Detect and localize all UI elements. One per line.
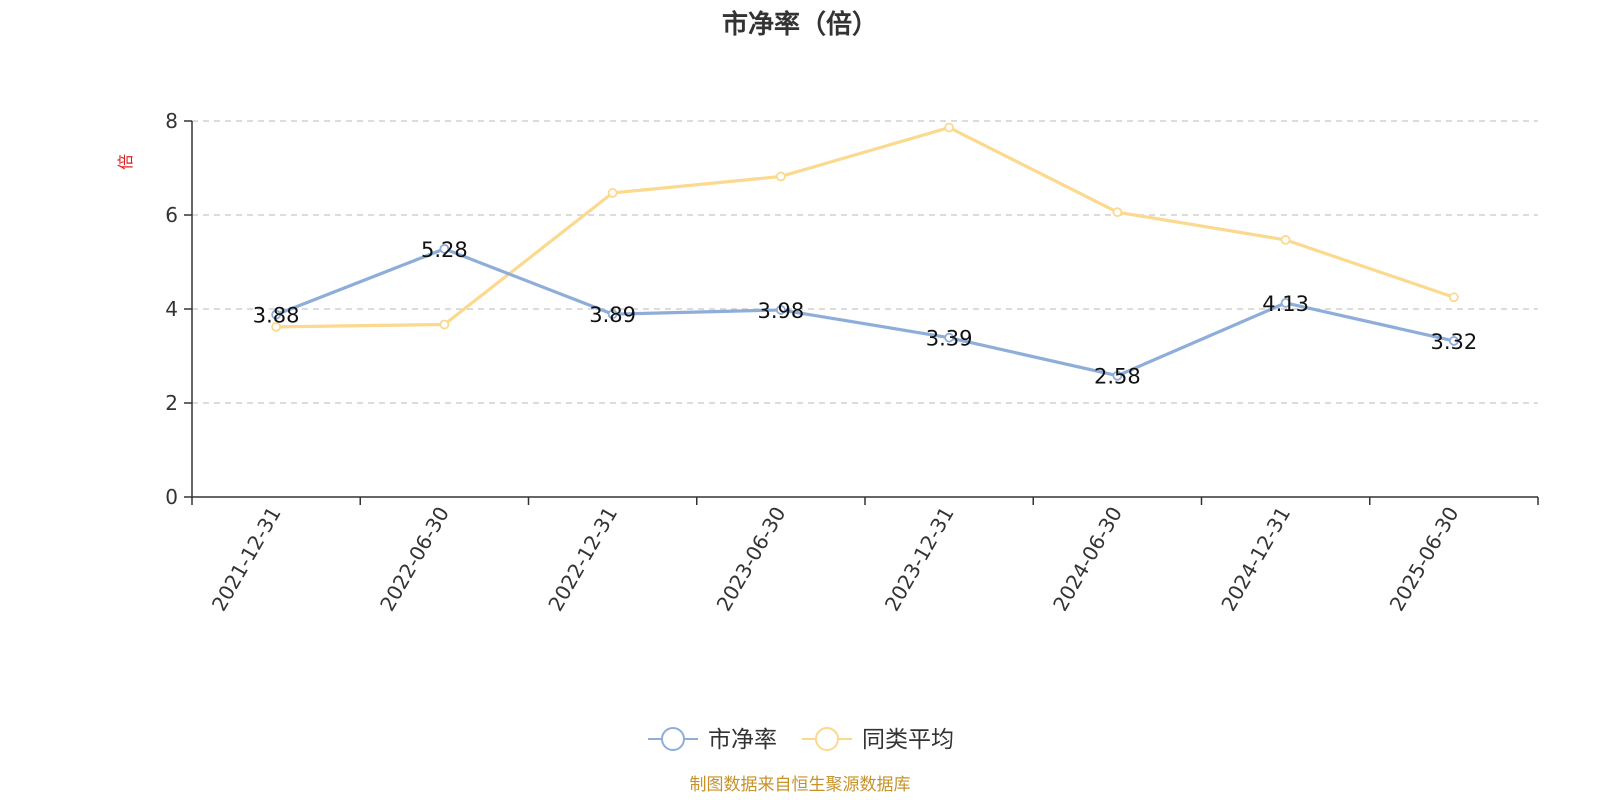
data-label: 3.39 (926, 327, 973, 351)
x-tick-label: 2021-12-31 (207, 503, 286, 616)
data-label: 3.32 (1430, 330, 1477, 354)
data-point[interactable] (607, 309, 618, 320)
x-tick-label: 2022-12-31 (543, 503, 622, 616)
data-source-note: 制图数据来自恒生聚源数据库 (690, 775, 911, 795)
data-point[interactable] (607, 188, 618, 198)
x-axis-ticks: 2021-12-31 2022-06-30 2022-12-31 2023-06-30… (191, 497, 1539, 616)
y-axis-ticks: 0 2 4 6 8 (165, 109, 192, 509)
y-tick-label: 4 (165, 297, 178, 321)
x-tick-label: 2025-06-30 (1384, 503, 1463, 616)
data-point[interactable] (775, 305, 786, 315)
y-tick-label: 6 (165, 203, 178, 227)
y-tick-label: 0 (165, 485, 178, 509)
data-point[interactable] (271, 309, 282, 320)
legend[interactable]: 市净率 同类平均 (648, 727, 954, 753)
data-label: 5.28 (421, 238, 468, 262)
x-tick-label: 2024-06-30 (1048, 503, 1127, 616)
series-pb-ratio (271, 243, 1459, 381)
data-point[interactable] (1448, 292, 1459, 303)
data-point[interactable] (271, 321, 282, 332)
series-line (276, 125, 1455, 329)
data-labels: 3.88 5.28 3.89 3.98 3.39 2.58 4.13 3.32 (253, 238, 1478, 389)
grid-lines (192, 120, 1538, 404)
legend-label: 市净率 (708, 727, 777, 753)
data-label: 3.88 (253, 304, 300, 328)
data-point[interactable] (944, 122, 955, 133)
legend-marker (815, 727, 839, 751)
data-label: 4.13 (1262, 292, 1309, 316)
data-point[interactable] (1112, 370, 1123, 381)
y-tick-label: 2 (165, 391, 178, 415)
legend-marker (661, 727, 685, 751)
data-point[interactable] (944, 332, 955, 343)
series-line (275, 247, 1455, 378)
data-point[interactable] (1280, 297, 1291, 308)
series-layer (271, 122, 1459, 381)
data-label: 2.58 (1094, 365, 1141, 389)
data-point[interactable] (439, 243, 450, 254)
data-label: 3.89 (589, 303, 636, 327)
x-tick-label: 2023-06-30 (711, 503, 790, 616)
x-tick-label: 2022-06-30 (375, 503, 454, 616)
y-tick-label: 8 (165, 109, 178, 133)
data-point[interactable] (1448, 336, 1459, 346)
legend-item-peer-average[interactable]: 同类平均 (802, 727, 954, 753)
legend-label: 同类平均 (862, 727, 954, 753)
data-point[interactable] (775, 171, 786, 182)
data-point[interactable] (1280, 235, 1291, 245)
chart-title: 市净率（倍） (722, 9, 878, 40)
data-point[interactable] (439, 319, 450, 330)
y-axis-label: 倍 (116, 154, 135, 170)
series-peer-average (271, 122, 1459, 332)
data-point[interactable] (1112, 207, 1123, 218)
x-tick-label: 2024-12-31 (1216, 503, 1295, 616)
x-tick-label: 2023-12-31 (880, 503, 959, 616)
legend-item-pb-ratio[interactable]: 市净率 (648, 727, 777, 753)
data-label: 3.98 (757, 299, 804, 323)
